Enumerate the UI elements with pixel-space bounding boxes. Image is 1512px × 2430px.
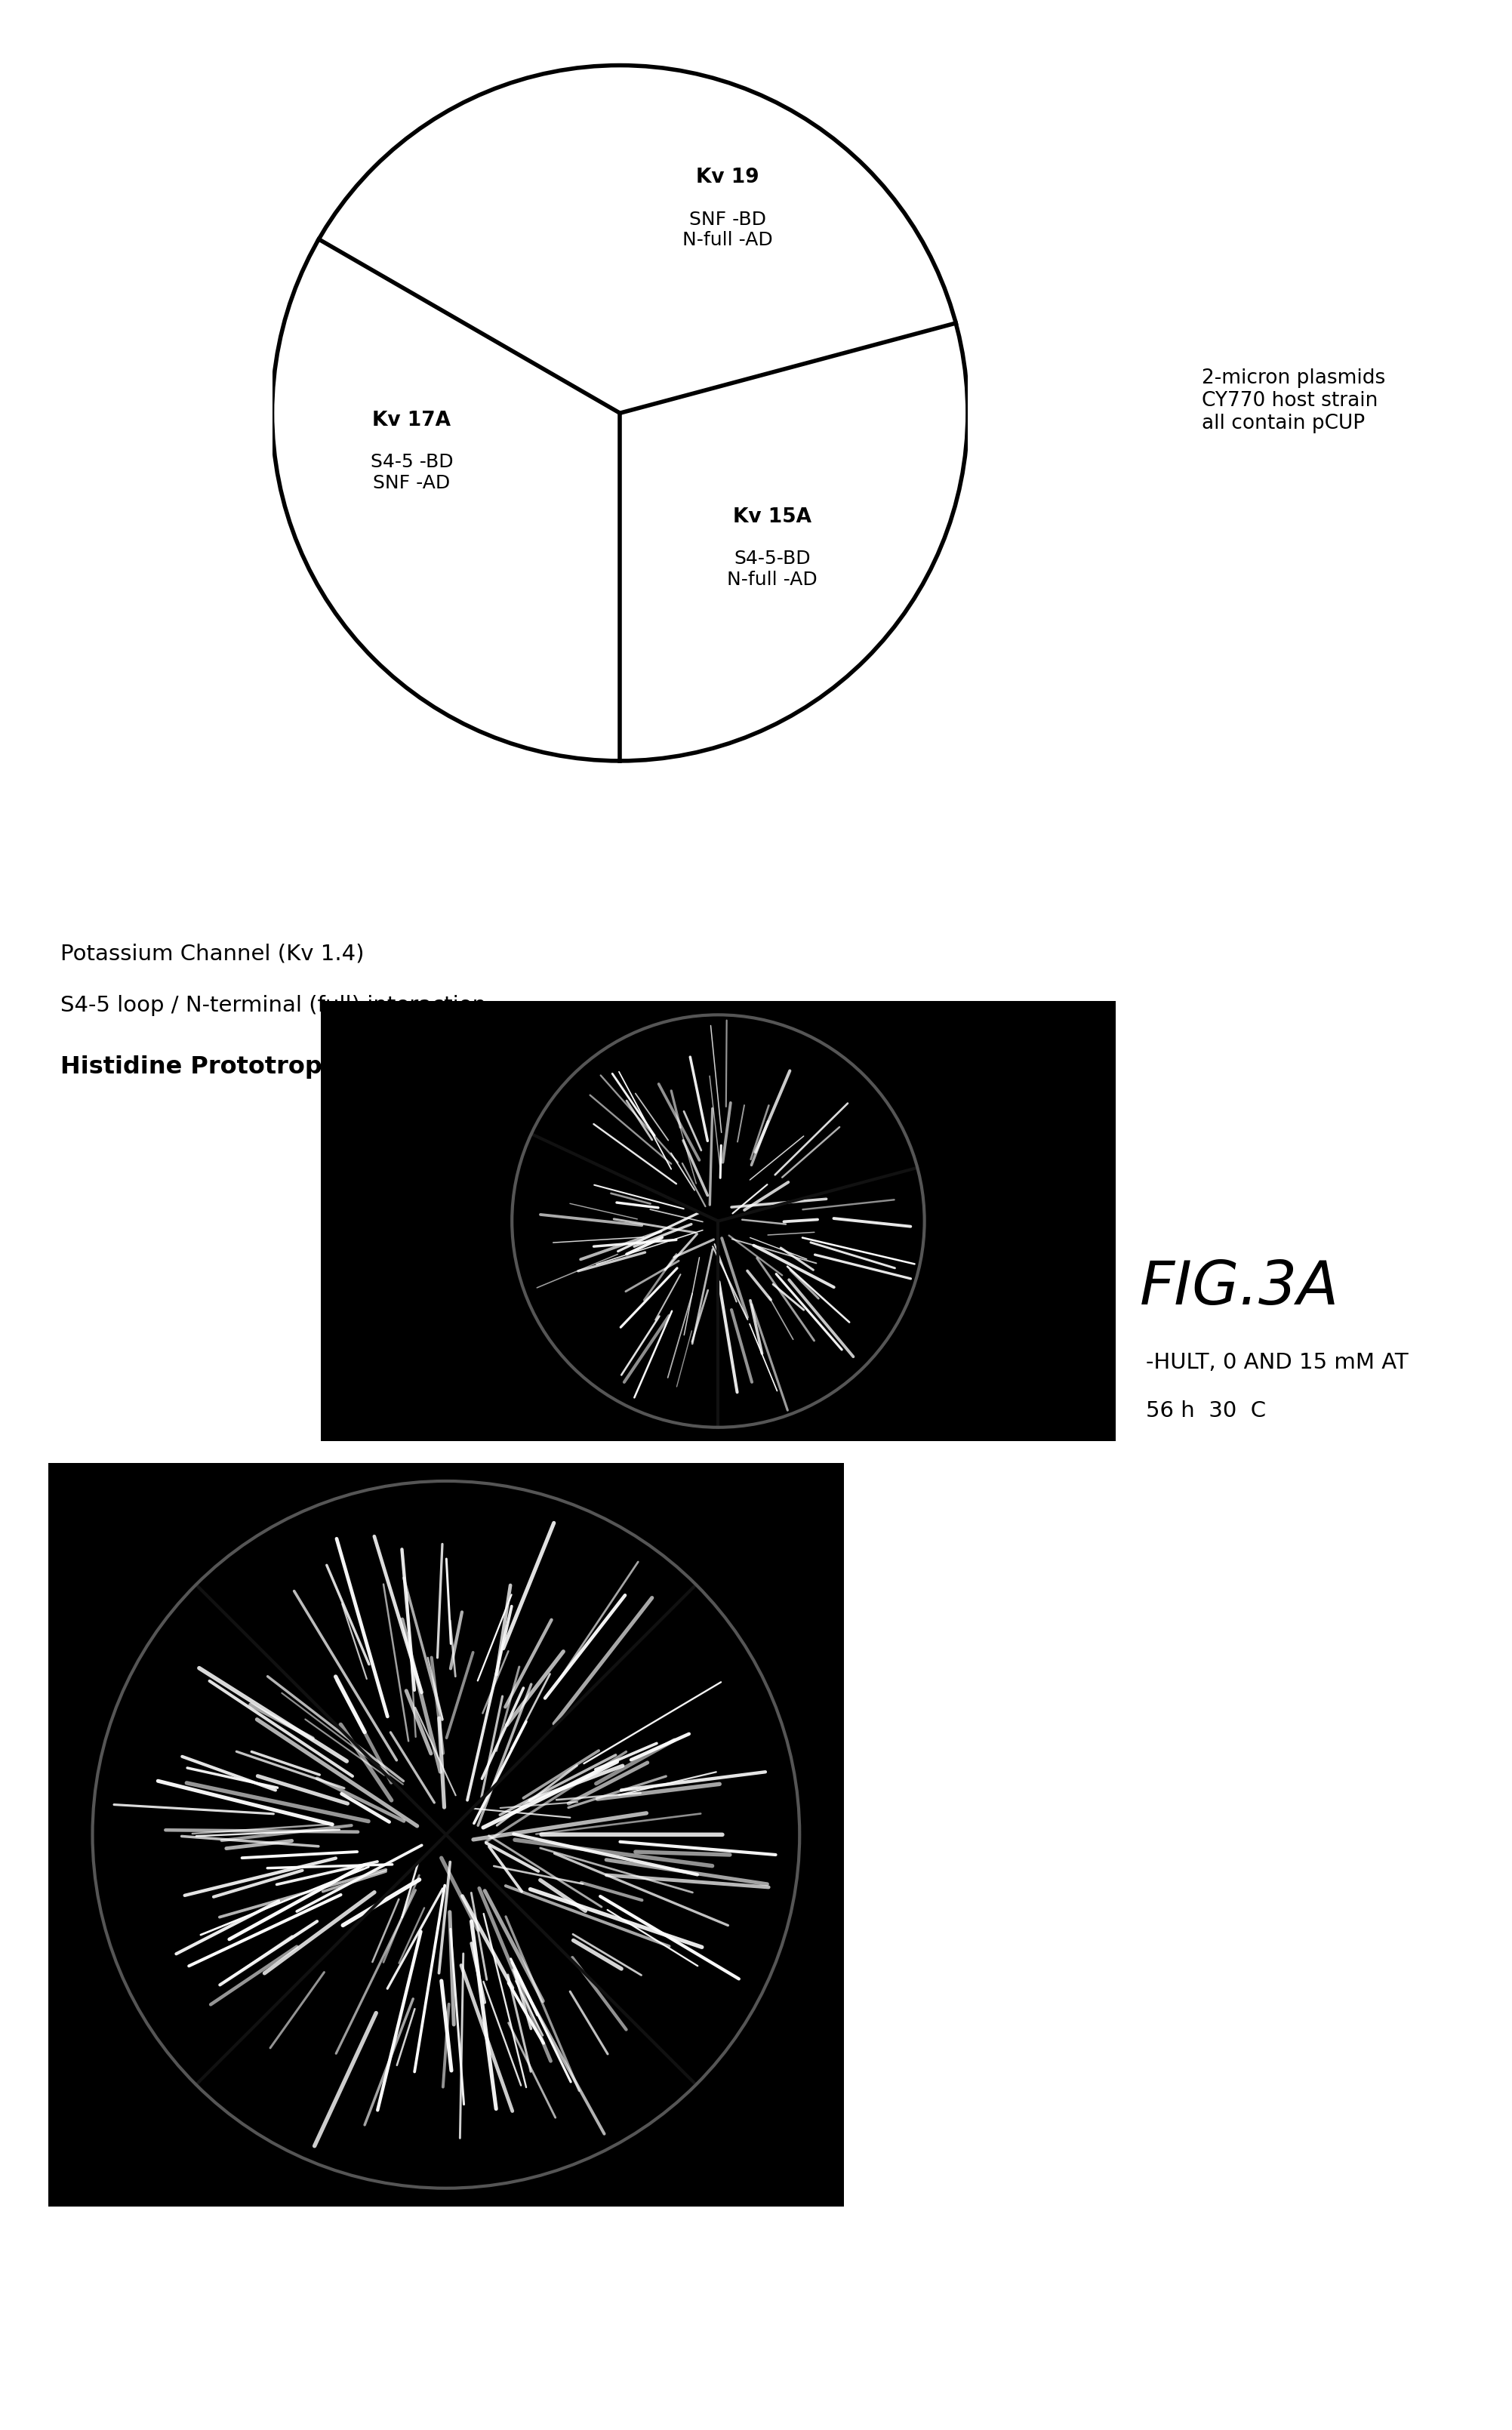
Text: S4-5 loop / N-terminal (full) interaction: S4-5 loop / N-terminal (full) interactio…: [60, 994, 487, 1016]
Text: SNF -BD
N-full -AD: SNF -BD N-full -AD: [682, 211, 773, 250]
Text: Kv 15A: Kv 15A: [733, 508, 812, 527]
Text: 56 h  30  C: 56 h 30 C: [1146, 1400, 1266, 1422]
Text: S4-5-BD
N-full -AD: S4-5-BD N-full -AD: [727, 549, 818, 588]
Text: Kv 17A: Kv 17A: [372, 411, 451, 430]
Circle shape: [92, 1482, 800, 2189]
Text: FIG.3A: FIG.3A: [1140, 1259, 1340, 1317]
Bar: [321, 1001, 1116, 1441]
Text: Potassium Channel (Kv 1.4): Potassium Channel (Kv 1.4): [60, 943, 364, 965]
Text: S4-5 -BD
SNF -AD: S4-5 -BD SNF -AD: [370, 452, 454, 491]
Circle shape: [513, 1016, 924, 1426]
Ellipse shape: [272, 66, 968, 761]
Text: 2-micron plasmids
CY770 host strain
all contain pCUP: 2-micron plasmids CY770 host strain all …: [1202, 369, 1385, 433]
Text: Kv 19: Kv 19: [696, 168, 759, 187]
Bar: [48, 1463, 844, 2206]
Text: -HULT, 0 AND 15 mM AT: -HULT, 0 AND 15 mM AT: [1146, 1351, 1409, 1373]
Text: Histidine Prototrophy: Histidine Prototrophy: [60, 1055, 355, 1079]
